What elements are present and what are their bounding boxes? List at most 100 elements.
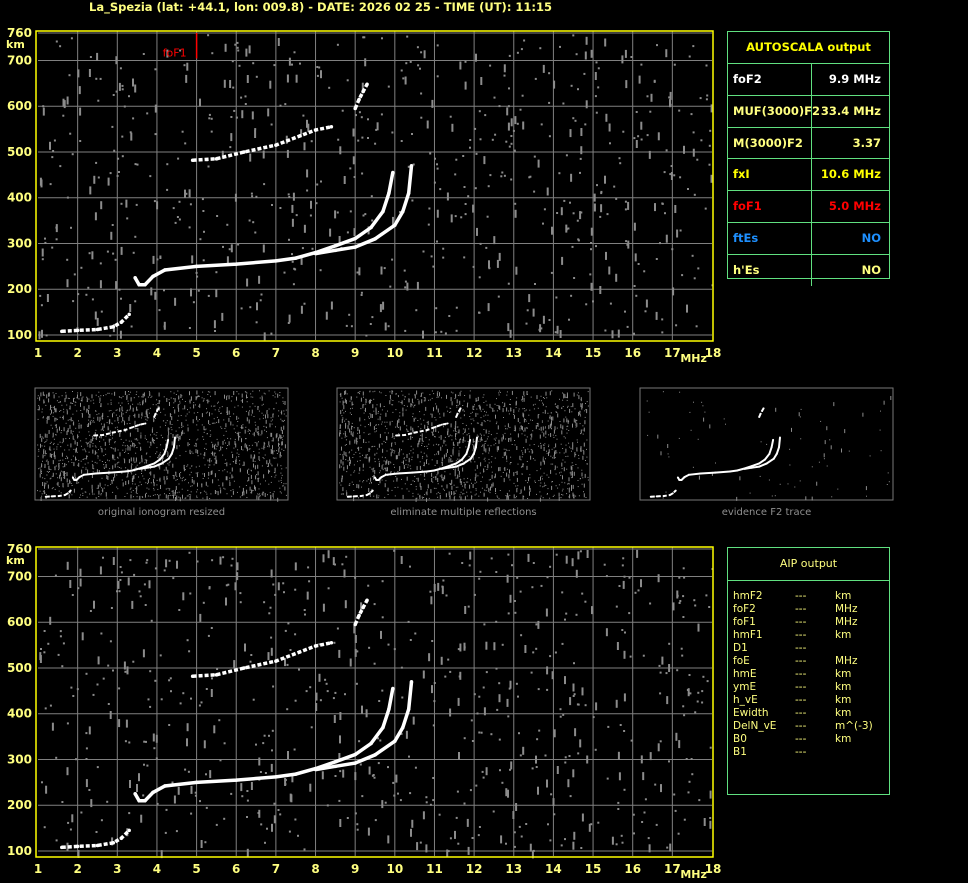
noise-dot — [294, 562, 297, 571]
noise-dot — [586, 439, 588, 441]
noise-dot — [188, 189, 191, 198]
noise-dot — [202, 478, 204, 479]
noise-dot — [214, 445, 216, 450]
noise-dot — [779, 483, 781, 485]
noise-dot — [182, 398, 183, 400]
noise-dot — [458, 429, 460, 434]
noise-dot — [258, 488, 260, 490]
noise-dot — [484, 466, 486, 468]
noise-dot — [789, 448, 791, 450]
noise-dot — [411, 436, 413, 438]
noise-dot — [85, 672, 88, 675]
noise-dot — [52, 412, 54, 414]
noise-dot — [115, 281, 118, 290]
noise-dot — [551, 226, 553, 235]
noise-dot — [436, 405, 438, 410]
trace-point — [461, 458, 464, 461]
noise-dot — [647, 434, 649, 436]
noise-dot — [369, 422, 371, 427]
noise-dot — [391, 436, 393, 438]
x-tick-label: 15 — [585, 862, 602, 876]
noise-dot — [428, 463, 430, 465]
noise-dot — [811, 496, 813, 501]
noise-dot — [564, 761, 567, 764]
noise-dot — [246, 278, 249, 287]
noise-dot — [183, 432, 185, 434]
noise-dot — [143, 392, 145, 397]
noise-dot — [345, 399, 347, 404]
noise-dot — [42, 482, 44, 486]
noise-dot — [441, 586, 444, 595]
noise-dot — [89, 443, 91, 448]
noise-dot — [350, 474, 352, 476]
noise-dot — [436, 396, 438, 398]
noise-dot — [420, 486, 422, 488]
noise-dot — [411, 398, 413, 403]
noise-dot — [78, 462, 80, 467]
noise-dot — [81, 413, 83, 418]
noise-dot — [379, 416, 381, 421]
noise-dot — [450, 411, 452, 413]
noise-dot — [175, 457, 177, 459]
noise-dot — [725, 423, 726, 425]
noise-dot — [156, 484, 158, 486]
trace-point — [346, 495, 349, 498]
noise-dot — [687, 688, 690, 697]
noise-dot — [473, 445, 475, 450]
noise-dot — [69, 408, 71, 410]
noise-dot — [452, 460, 454, 462]
noise-dot — [92, 464, 94, 466]
noise-dot — [353, 176, 356, 178]
noise-dot — [336, 627, 339, 630]
noise-dot — [199, 403, 201, 408]
noise-dot — [168, 464, 170, 466]
noise-dot — [96, 414, 98, 416]
noise-dot — [462, 410, 464, 412]
noise-dot — [563, 467, 565, 472]
trace-point — [357, 613, 361, 618]
noise-dot — [353, 497, 355, 502]
noise-dot — [59, 630, 62, 633]
noise-dot — [472, 204, 475, 213]
noise-dot — [157, 488, 159, 490]
noise-dot — [309, 783, 312, 792]
noise-dot — [87, 462, 89, 464]
noise-dot — [407, 165, 410, 168]
noise-dot — [522, 746, 525, 755]
noise-dot — [359, 456, 361, 458]
noise-dot — [415, 486, 417, 488]
noise-dot — [185, 478, 187, 480]
noise-dot — [555, 443, 557, 448]
noise-dot — [156, 258, 159, 261]
noise-dot — [261, 447, 263, 449]
trace-point — [375, 479, 378, 481]
noise-dot — [426, 459, 428, 460]
noise-dot — [543, 397, 545, 399]
noise-dot — [43, 630, 46, 632]
trace-point — [127, 828, 131, 833]
noise-dot — [46, 459, 48, 461]
noise-dot — [272, 685, 275, 688]
noise-dot — [523, 395, 525, 397]
noise-dot — [823, 458, 825, 460]
noise-dot — [116, 426, 118, 428]
noise-dot — [181, 395, 183, 397]
noise-dot — [306, 119, 308, 128]
noise-dot — [456, 433, 458, 435]
noise-dot — [94, 450, 96, 455]
noise-dot — [264, 841, 266, 844]
noise-dot — [669, 99, 671, 108]
noise-dot — [605, 575, 608, 578]
noise-dot — [426, 421, 428, 423]
noise-dot — [538, 428, 540, 430]
aip-value: --- — [795, 642, 807, 654]
noise-dot — [177, 786, 180, 795]
noise-dot — [640, 63, 643, 66]
noise-dot — [66, 409, 68, 411]
noise-dot — [346, 471, 348, 473]
noise-dot — [395, 476, 397, 477]
noise-dot — [118, 719, 121, 728]
noise-dot — [540, 461, 542, 466]
noise-dot — [410, 484, 412, 485]
noise-dot — [548, 425, 550, 430]
